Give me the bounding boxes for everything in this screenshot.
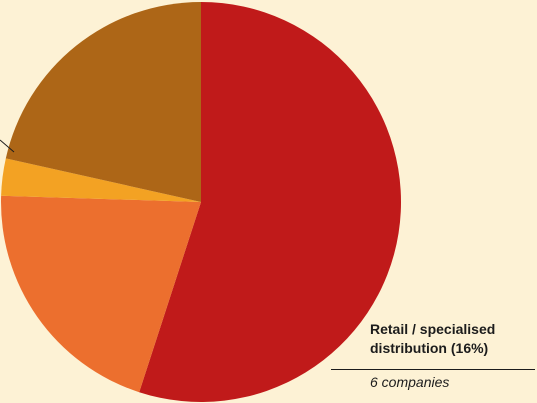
callout-rule xyxy=(331,369,535,370)
pie-slice-2 xyxy=(1,195,202,393)
pie-slice-4 xyxy=(5,2,201,202)
callout-title-line2: distribution (16%) xyxy=(370,340,489,356)
slice-callout: Retail / specialised distribution (16%) … xyxy=(331,320,537,390)
pie-slice-3 xyxy=(1,158,201,202)
slice-pointer-line xyxy=(0,139,15,153)
pie-slices xyxy=(1,1,402,403)
callout-title-line1: Retail / specialised xyxy=(370,321,496,337)
callout-subtitle: 6 companies xyxy=(370,374,450,390)
pie-slice-1 xyxy=(139,1,402,403)
